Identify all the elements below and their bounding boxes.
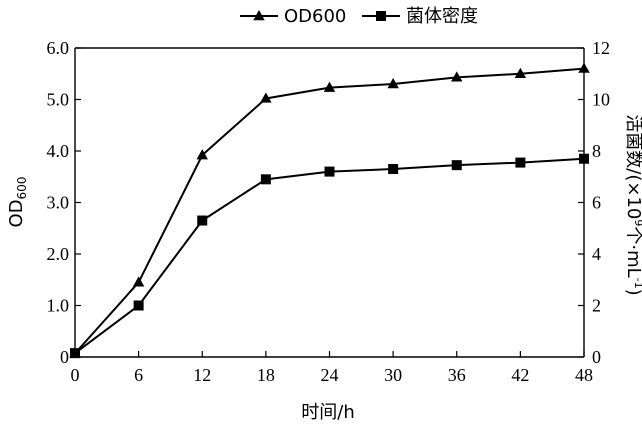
y-left-tick-label: 0	[60, 347, 69, 367]
series-layer	[69, 62, 590, 359]
y-axis-right-title-prefix: 活菌数/(×10	[623, 114, 642, 219]
data-point-triangle	[451, 71, 463, 82]
y-left-tick-label: 1.0	[47, 296, 70, 316]
data-point-triangle	[514, 67, 527, 78]
series-line	[74, 67, 585, 355]
legend: OD600 菌体密度	[240, 6, 478, 27]
y-axis-left-title-sub: 600	[15, 177, 29, 200]
x-tick-label: 18	[257, 365, 275, 385]
y-right-tick-label: 0	[592, 347, 601, 367]
y-left-tick-label: 6.0	[47, 38, 70, 58]
data-point-square	[579, 153, 589, 164]
x-tick-label: 48	[575, 365, 593, 385]
x-axis-title: 时间/h	[301, 402, 354, 423]
legend-entry-2: 菌体密度	[362, 6, 478, 27]
legend-entry-1: OD600	[240, 6, 346, 27]
y-axis-right-title-mid: 个·mL	[623, 226, 642, 277]
y-left-tick-label: 4.0	[47, 141, 70, 161]
y-right-tick-label: 8	[592, 141, 601, 161]
y-right-tick-label: 6	[592, 193, 601, 213]
y-left-tick-label: 3.0	[47, 193, 70, 213]
data-point-triangle	[578, 62, 590, 73]
x-tick-label: 0	[71, 365, 80, 385]
y-left-tick-label: 5.0	[47, 90, 70, 110]
y-right-tick-label: 12	[592, 38, 610, 58]
data-point-triangle	[132, 276, 145, 287]
x-tick-label: 6	[134, 365, 143, 385]
data-point-triangle	[260, 92, 272, 103]
series-2	[70, 153, 589, 359]
data-point-square	[388, 164, 399, 175]
y-axis-right-title-suffix: )	[623, 289, 642, 296]
y-right-tick-label: 2	[592, 296, 601, 316]
data-point-triangle	[387, 78, 399, 89]
y-left-tick-label: 2.0	[47, 244, 70, 264]
legend-label: 菌体密度	[406, 6, 478, 27]
data-point-square	[70, 348, 80, 359]
data-point-triangle	[196, 149, 208, 160]
data-point-square	[451, 160, 462, 171]
x-tick-label: 24	[321, 365, 339, 385]
data-point-square	[133, 300, 144, 311]
legend-triangle-marker	[253, 10, 265, 21]
series-1	[69, 62, 590, 358]
legend-square-marker	[376, 11, 386, 21]
x-tick-label: 12	[193, 365, 211, 385]
x-tick-label: 36	[448, 365, 466, 385]
data-point-square	[260, 174, 271, 185]
y-axis-right-title-sup: 9	[632, 219, 642, 226]
data-point-square	[197, 215, 208, 226]
y-axis-left-title-main: OD	[6, 199, 27, 227]
y-axis-right-title-sup2: -1	[632, 278, 642, 289]
x-tick-label: 42	[511, 365, 529, 385]
y-right-tick-label: 10	[592, 90, 610, 110]
y-axis-right-title: 活菌数/(×109个·mL-1)	[623, 114, 642, 295]
legend-label: OD600	[284, 6, 346, 27]
y-right-tick-label: 4	[592, 244, 601, 264]
data-point-triangle	[323, 81, 336, 92]
data-point-square	[515, 157, 526, 168]
axes	[74, 47, 585, 358]
x-tick-label: 30	[384, 365, 402, 385]
data-point-square	[324, 166, 335, 177]
y-axis-left-title: OD600	[6, 177, 29, 228]
